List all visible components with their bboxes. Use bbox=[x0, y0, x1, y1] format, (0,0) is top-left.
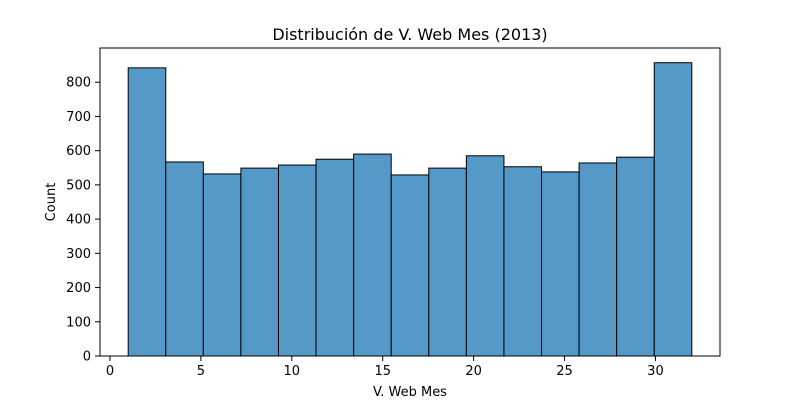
y-tick-label: 700 bbox=[66, 110, 91, 125]
histogram-bar bbox=[503, 166, 543, 357]
x-tick-label: 25 bbox=[556, 364, 573, 379]
x-axis-ticks: 0 5 10 15 20 25 30 bbox=[106, 356, 664, 379]
chart-title: Distribución de V. Web Mes (2013) bbox=[272, 25, 547, 44]
x-tick-label: 30 bbox=[647, 364, 664, 379]
plot-frame bbox=[99, 47, 721, 357]
x-tick-label: 15 bbox=[374, 364, 391, 379]
x-tick-label: 10 bbox=[284, 364, 301, 379]
histogram-bar bbox=[240, 167, 279, 357]
histogram-bar bbox=[578, 162, 618, 357]
bars-group bbox=[127, 62, 693, 357]
histogram-bar bbox=[541, 171, 580, 357]
x-tick-label: 5 bbox=[197, 364, 205, 379]
histogram-bar bbox=[390, 174, 430, 357]
y-tick-label: 100 bbox=[66, 315, 91, 330]
y-tick-label: 800 bbox=[66, 76, 91, 91]
y-tick-label: 0 bbox=[83, 350, 91, 365]
histogram-bar bbox=[202, 173, 242, 357]
histogram-bar bbox=[616, 156, 655, 357]
histogram-bar bbox=[353, 153, 392, 357]
histogram-bar bbox=[315, 158, 355, 357]
y-tick-label: 500 bbox=[66, 178, 91, 193]
histogram-bar bbox=[428, 167, 467, 357]
histogram-bar bbox=[127, 67, 167, 357]
histogram-bar bbox=[165, 161, 204, 357]
histogram-bar bbox=[465, 155, 505, 357]
histogram-bar bbox=[653, 62, 693, 357]
y-tick-label: 600 bbox=[66, 144, 91, 159]
y-tick-label: 300 bbox=[66, 247, 91, 262]
x-tick-label: 20 bbox=[465, 364, 482, 379]
histogram-bar bbox=[277, 164, 317, 357]
x-axis-label: V. Web Mes bbox=[373, 385, 447, 400]
y-tick-label: 400 bbox=[66, 213, 91, 228]
y-axis-ticks: 0 100 200 300 400 500 600 700 800 bbox=[66, 76, 100, 365]
y-tick-label: 200 bbox=[66, 281, 91, 296]
x-tick-label: 0 bbox=[106, 364, 114, 379]
y-axis-label: Count bbox=[44, 183, 59, 222]
